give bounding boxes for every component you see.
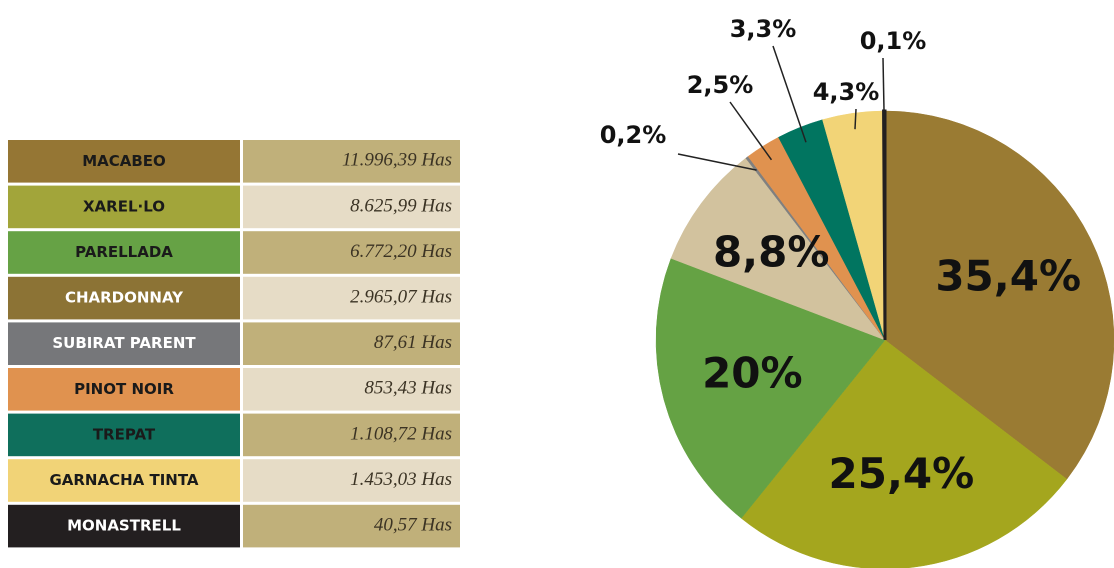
row-value: 8.625,99 Has [350,195,452,216]
pie-slice [670,157,886,341]
row-label: GARNACHA TINTA [49,471,198,489]
slice-label: 4,3% [813,78,880,106]
pie-slice [740,339,1068,568]
row-label: MACABEO [82,152,166,170]
row-value: 6.772,20 Has [350,241,452,262]
label-cell [8,459,240,502]
value-cell [243,276,460,320]
leader-line [677,153,757,171]
label-cell [8,413,240,457]
slice-label: 25,4% [829,449,975,498]
pie-slice [882,109,887,341]
value-cell [243,504,460,548]
row-value: 2.965,07 Has [350,286,452,307]
slice-label: 0,1% [860,27,927,55]
row-label: PARELLADA [75,243,173,261]
label-cell [8,322,240,365]
slice-label: 35,4% [935,252,1081,301]
row-value: 1.453,03 Has [350,469,452,490]
value-cell [243,140,460,183]
value-cell [243,413,460,457]
slice-label: 2,5% [687,71,754,99]
slice-label: 20% [702,348,803,397]
label-cell [8,140,240,183]
row-label: MONASTRELL [67,517,181,535]
row-value: 87,61 Has [374,332,452,353]
row-value: 11.996,39 Has [342,150,452,171]
value-cell [243,231,460,274]
row-value: 853,43 Has [364,378,452,399]
label-cell [8,504,240,548]
row-label: TREPAT [93,425,156,443]
value-cell [243,322,460,365]
pie-slice [655,258,886,519]
label-cell [8,185,240,229]
pie-slice [884,110,1114,480]
value-cell [243,459,460,502]
row-label: CHARDONNAY [65,289,184,307]
leader-line [854,108,857,130]
row-value: 40,57 Has [374,514,452,535]
leader-line [729,101,773,161]
row-label: PINOT NOIR [74,380,174,398]
value-cell [243,368,460,411]
value-cell [243,185,460,229]
row-label: SUBIRAT PARENT [52,334,196,352]
slice-label: 8,8% [713,228,829,277]
label-cell [8,276,240,320]
label-cell [8,368,240,411]
row-value: 1.108,72 Has [350,423,452,444]
slice-label: 0,2% [600,121,667,149]
slice-label: 3,3% [730,15,797,43]
leader-line [882,57,886,128]
row-label: XAREL·LO [83,197,165,215]
leader-line [772,45,807,143]
label-cell [8,231,240,274]
